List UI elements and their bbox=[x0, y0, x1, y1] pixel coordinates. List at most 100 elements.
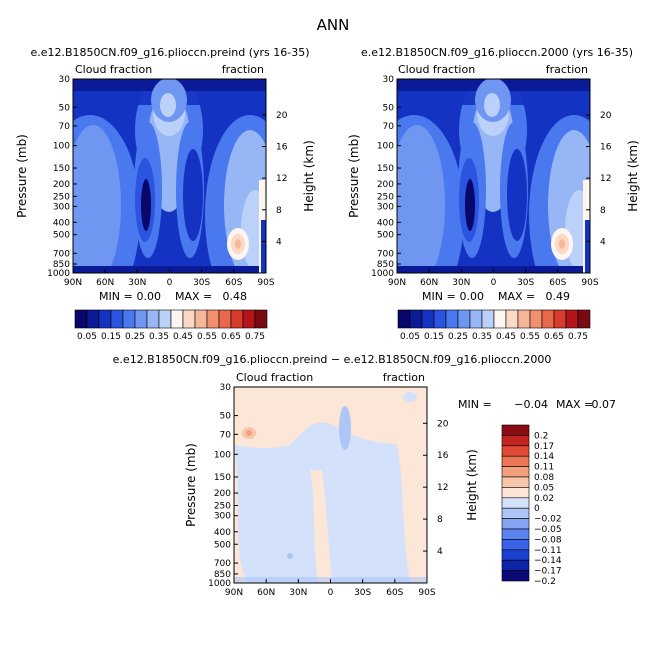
panel-2-ylabel: Pressure (mb) bbox=[347, 134, 361, 218]
panel-1-max-value: 0.48 bbox=[223, 290, 248, 303]
colorbar-label: 0.05 bbox=[400, 332, 420, 342]
xtick-label: 0 bbox=[328, 588, 334, 598]
panel-3-min-value: −0.04 bbox=[514, 398, 548, 411]
colorbar-swatch bbox=[505, 309, 519, 329]
ytick-label: 700 bbox=[53, 249, 70, 259]
panel-3: e.e12.B1850CN.f09_g16.plioccn.preind − e… bbox=[113, 353, 616, 598]
colorbar-swatch bbox=[501, 570, 530, 582]
ytick-label: 500 bbox=[377, 231, 394, 241]
panel-2-right-label: fraction bbox=[546, 63, 588, 76]
colorbar-swatch bbox=[134, 309, 148, 329]
height-tick-label: 20 bbox=[437, 419, 449, 429]
panel-2-min-value: 0.00 bbox=[460, 290, 485, 303]
colorbar-label: −0.14 bbox=[534, 556, 562, 566]
colorbar-swatch bbox=[501, 455, 530, 467]
ytick-label: 70 bbox=[383, 122, 395, 132]
xtick-label: 90S bbox=[418, 588, 435, 598]
colorbar-swatch bbox=[158, 309, 172, 329]
colorbar-label: 0.65 bbox=[544, 332, 564, 342]
colorbar-label: 0.55 bbox=[197, 332, 217, 342]
colorbar-label: −0.17 bbox=[534, 567, 562, 577]
colorbar-label: 0.2 bbox=[534, 431, 548, 441]
panel-1-right-label: fraction bbox=[222, 63, 264, 76]
ytick-label: 850 bbox=[214, 570, 231, 580]
xtick-label: 60S bbox=[549, 278, 566, 288]
height-tick-label: 4 bbox=[437, 547, 443, 557]
height-tick-label: 20 bbox=[276, 111, 288, 121]
colorbar-swatch bbox=[242, 309, 256, 329]
colorbar-swatch bbox=[501, 559, 530, 571]
height-tick-label: 16 bbox=[276, 143, 288, 153]
ytick-label: 300 bbox=[53, 202, 70, 212]
ytick-label: 100 bbox=[53, 142, 70, 152]
height-tick-label: 12 bbox=[276, 174, 287, 184]
colorbar-swatch bbox=[501, 424, 530, 436]
panel-3-ylabel: Pressure (mb) bbox=[184, 443, 198, 527]
colorbar-label: 0.05 bbox=[77, 332, 97, 342]
ytick-label: 50 bbox=[220, 412, 232, 422]
colorbar-swatch bbox=[218, 309, 232, 329]
xtick-label: 90N bbox=[388, 278, 406, 288]
ytick-label: 400 bbox=[53, 218, 70, 228]
height-tick-label: 8 bbox=[600, 206, 606, 216]
panel-1-height-ticks: 20 16 12 8 4 bbox=[262, 111, 288, 247]
ytick-label: 250 bbox=[377, 192, 394, 202]
ytick-label: 200 bbox=[377, 180, 394, 190]
colorbar-label: −0.02 bbox=[534, 515, 562, 525]
panel-1-ylabel-right: Height (km) bbox=[302, 140, 316, 211]
ytick-label: 850 bbox=[53, 260, 70, 270]
panel-1-colorbar: 0.05 0.15 0.25 0.35 0.45 0.55 0.65 0.75 bbox=[74, 309, 268, 342]
xtick-label: 60N bbox=[257, 588, 275, 598]
colorbar-swatch bbox=[457, 309, 471, 329]
ytick-label: 250 bbox=[53, 192, 70, 202]
colorbar-label: 0.14 bbox=[534, 452, 554, 462]
colorbar-label: −0.11 bbox=[534, 546, 562, 556]
colorbar-swatch bbox=[397, 309, 411, 329]
colorbar-swatch bbox=[122, 309, 136, 329]
panel-3-max-label: MAX = bbox=[556, 398, 593, 411]
colorbar-label: 0.15 bbox=[101, 332, 121, 342]
ytick-label: 50 bbox=[383, 103, 395, 113]
colorbar-label: 0.15 bbox=[424, 332, 444, 342]
ytick-label: 250 bbox=[214, 502, 231, 512]
ytick-label: 200 bbox=[53, 180, 70, 190]
height-tick-label: 16 bbox=[437, 451, 449, 461]
colorbar-swatch bbox=[501, 476, 530, 488]
panel-1-min-label: MIN = bbox=[99, 290, 133, 303]
colorbar-label: 0.11 bbox=[534, 463, 554, 473]
ytick-label: 400 bbox=[214, 528, 231, 538]
xtick-label: 30N bbox=[289, 588, 307, 598]
panel-1-left-label: Cloud fraction bbox=[75, 63, 152, 76]
colorbar-swatch bbox=[565, 309, 579, 329]
panel-2-title: e.e12.B1850CN.f09_g16.plioccn.2000 (yrs … bbox=[361, 46, 633, 59]
panel-3-ylabel-right: Height (km) bbox=[465, 449, 479, 520]
colorbar-label: 0.45 bbox=[496, 332, 516, 342]
colorbar-swatch bbox=[501, 549, 530, 561]
panel-3-xticks: 90N 60N 30N 0 30S 60S 90S bbox=[225, 579, 436, 598]
xtick-label: 0 bbox=[167, 278, 173, 288]
panel-2-max-label: MAX = bbox=[498, 290, 535, 303]
ytick-label: 500 bbox=[214, 540, 231, 550]
colorbar-label: 0.17 bbox=[534, 442, 554, 452]
panel-3-max-value: 0.07 bbox=[592, 398, 617, 411]
ytick-label: 200 bbox=[214, 489, 231, 499]
xtick-label: 90S bbox=[257, 278, 274, 288]
xtick-label: 90N bbox=[64, 278, 82, 288]
xtick-label: 0 bbox=[491, 278, 497, 288]
colorbar-label: −0.08 bbox=[534, 535, 562, 545]
xtick-label: 60S bbox=[225, 278, 242, 288]
height-tick-label: 4 bbox=[600, 237, 606, 247]
colorbar-swatch bbox=[493, 309, 507, 329]
ytick-label: 300 bbox=[214, 512, 231, 522]
colorbar-label: 0.05 bbox=[534, 483, 554, 493]
colorbar-swatch bbox=[445, 309, 459, 329]
colorbar-label: −0.2 bbox=[534, 577, 556, 587]
colorbar-swatch bbox=[577, 309, 591, 329]
colorbar-swatch bbox=[501, 466, 530, 478]
panel-2-contour-field bbox=[397, 79, 590, 273]
colorbar-swatch bbox=[421, 309, 435, 329]
panel-2-colorbar: 0.05 0.15 0.25 0.35 0.45 0.55 0.65 0.75 bbox=[397, 309, 591, 342]
panel-1-ylabel: Pressure (mb) bbox=[15, 134, 29, 218]
ytick-label: 1000 bbox=[371, 269, 394, 279]
colorbar-swatch bbox=[517, 309, 531, 329]
